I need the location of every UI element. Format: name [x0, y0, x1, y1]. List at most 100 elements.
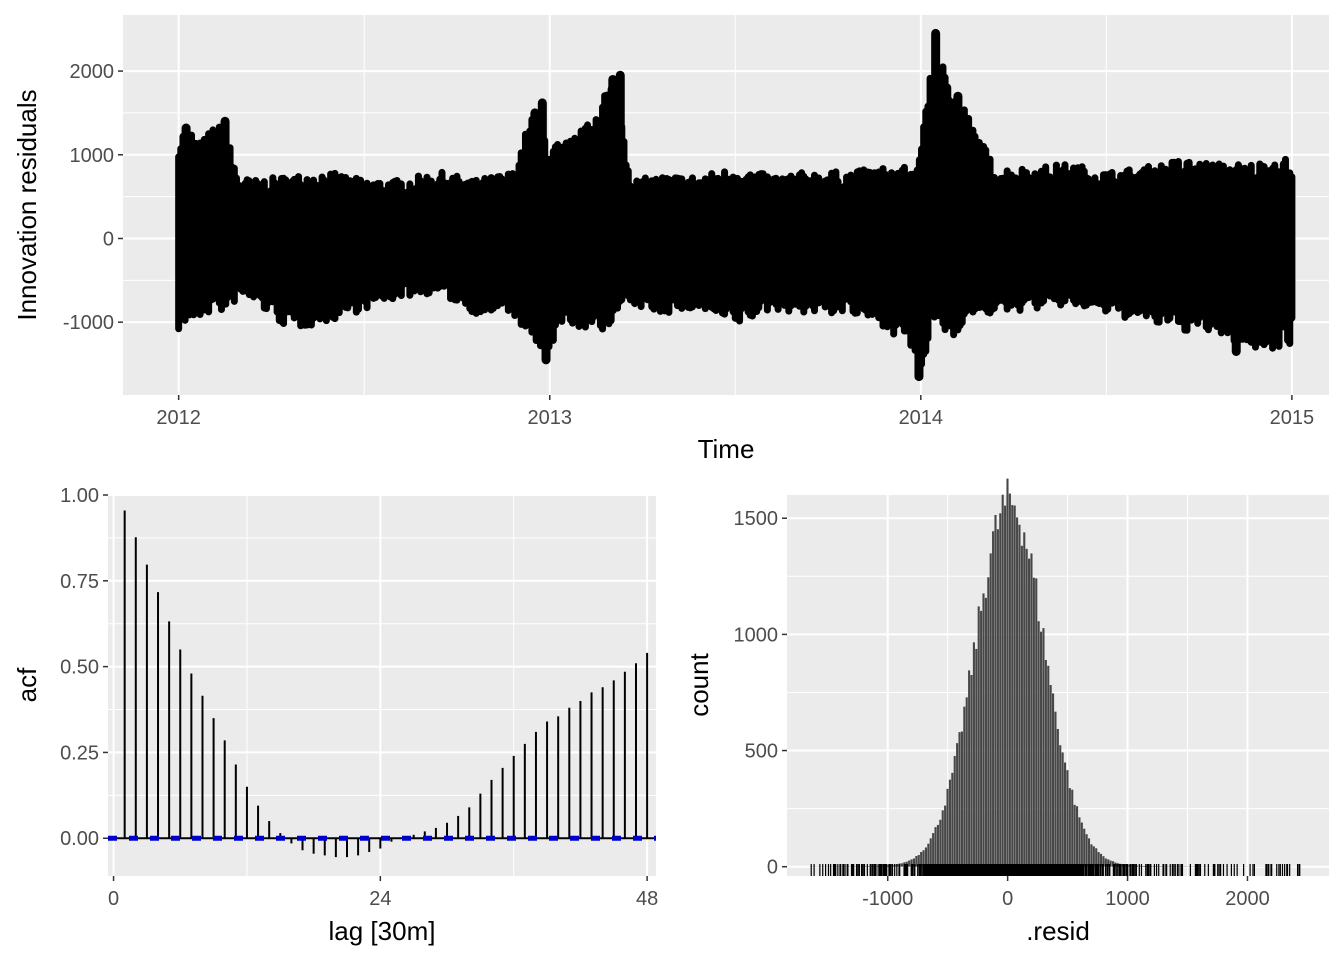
histogram-bar: [1099, 853, 1103, 867]
histogram-bar: [963, 706, 966, 867]
residuals-y-tick-label: 2000: [70, 61, 115, 83]
histogram-x-tick-label: 2000: [1225, 888, 1270, 910]
histogram-bar: [989, 553, 992, 867]
histogram-bar: [958, 732, 961, 867]
acf-x-tick-label: 24: [369, 888, 391, 910]
histogram-bar: [1008, 493, 1011, 867]
histogram-bar: [1075, 806, 1079, 867]
histogram-bar: [1080, 822, 1083, 867]
histogram-bar: [1011, 505, 1014, 867]
histogram-bar: [1090, 844, 1093, 867]
histogram-bar: [1006, 478, 1009, 867]
histogram-bar: [1143, 865, 1146, 867]
histogram-bar: [980, 610, 983, 867]
residual-points-core: [178, 200, 1292, 277]
histogram-bar: [1028, 558, 1031, 867]
residuals-y-tick-label: 0: [103, 228, 114, 250]
histogram-bar: [996, 529, 999, 867]
residuals-panel: 2012 2013 2014 2015 -1000 0 1000 2000 Time Inno…: [12, 15, 1329, 464]
histogram-bar: [912, 858, 916, 867]
acf-x-axis-title: lag [30m]: [329, 916, 436, 946]
histogram-bar: [1073, 804, 1076, 867]
residuals-x-tick-label: 2015: [1270, 407, 1315, 429]
acf-axis-ticks: 0 24 48 0.00 0.25 0.50 0.75 1.00: [60, 485, 658, 910]
acf-panel: 0 24 48 0.00 0.25 0.50 0.75 1.00 lag [30m] acf: [12, 485, 658, 946]
histogram-bar: [1071, 789, 1074, 867]
histogram-y-axis-title: count: [684, 652, 714, 716]
histogram-bar: [1068, 788, 1071, 867]
histogram-x-tick-label: 0: [1002, 888, 1013, 910]
acf-y-tick-label: 0.00: [60, 828, 99, 850]
histogram-bar: [1023, 532, 1026, 867]
acf-grid: [108, 494, 656, 876]
residuals-x-tick-label: 2013: [527, 407, 572, 429]
histogram-bar: [946, 788, 949, 867]
histogram-bar: [929, 838, 932, 867]
histogram-bar: [1018, 524, 1021, 867]
histogram-bar: [1044, 659, 1047, 867]
histogram-bar: [1145, 866, 1148, 867]
histogram-bar: [1001, 494, 1004, 867]
histogram-bar: [1066, 770, 1069, 867]
histogram-bar: [1025, 548, 1028, 867]
histogram-bar: [1061, 752, 1064, 867]
residuals-y-tick-label: -1000: [63, 312, 114, 334]
histogram-bar: [872, 866, 875, 867]
acf-x-tick-label: 0: [108, 888, 119, 910]
histogram-y-tick-label: 1500: [734, 508, 779, 530]
histogram-bar: [1104, 858, 1107, 867]
histogram-bar: [939, 819, 942, 867]
histogram-bar: [1049, 685, 1052, 867]
histogram-bar: [1083, 828, 1086, 867]
histogram-bar: [1040, 631, 1043, 867]
histogram-bar: [867, 866, 870, 867]
histogram-rug: [810, 864, 1301, 876]
acf-bars: [108, 510, 656, 858]
histogram-bar: [977, 606, 980, 867]
histogram-bar: [1030, 553, 1033, 867]
histogram-bar: [910, 859, 913, 867]
histogram-bars: [809, 478, 1302, 867]
residuals-x-tick-label: 2012: [156, 407, 201, 429]
histogram-bar: [1059, 745, 1062, 867]
acf-y-tick-label: 0.50: [60, 657, 99, 679]
histogram-bar: [941, 810, 944, 867]
histogram-bar: [951, 772, 954, 867]
histogram-bar: [1102, 856, 1105, 867]
histogram-bar: [900, 863, 904, 867]
histogram-bar: [1078, 817, 1081, 867]
histogram-bar: [948, 779, 951, 867]
histogram-bar: [960, 731, 963, 867]
histogram-y-tick-label: 500: [745, 741, 778, 763]
acf-x-tick-label: 48: [636, 888, 658, 910]
histogram-bar: [1087, 838, 1091, 867]
histogram-bar: [915, 855, 918, 867]
residuals-axis-ticks: 2012 2013 2014 2015 -1000 0 1000 2000: [63, 61, 1314, 429]
histogram-bar: [1111, 861, 1115, 867]
histogram-bar: [908, 860, 911, 867]
histogram-bar: [1054, 711, 1057, 867]
residuals-x-axis-title: Time: [698, 434, 755, 464]
histogram-bar: [982, 593, 985, 867]
histogram-bar: [956, 743, 959, 867]
histogram-bar: [1052, 693, 1055, 867]
residuals-points: [175, 28, 1296, 382]
histogram-bar: [1035, 578, 1038, 867]
residuals-y-tick-label: 1000: [70, 145, 115, 167]
histogram-bar: [1013, 505, 1016, 867]
histogram-bar: [968, 670, 971, 867]
histogram-bar: [984, 597, 987, 867]
histogram-x-tick-label: 1000: [1105, 888, 1150, 910]
histogram-bar: [1047, 665, 1050, 867]
histogram-bar: [1020, 545, 1023, 867]
histogram-axis-ticks: -1000 0 1000 2000 0 500 1000 1500: [734, 508, 1270, 910]
histogram-bar: [932, 833, 935, 867]
histogram-bar: [1004, 505, 1007, 867]
histogram-bar: [944, 805, 947, 867]
histogram-bar: [1107, 859, 1110, 867]
histogram-bar: [953, 756, 956, 867]
histogram-bar: [917, 854, 920, 867]
histogram-bar: [994, 515, 997, 867]
acf-plot-background: [108, 495, 656, 876]
